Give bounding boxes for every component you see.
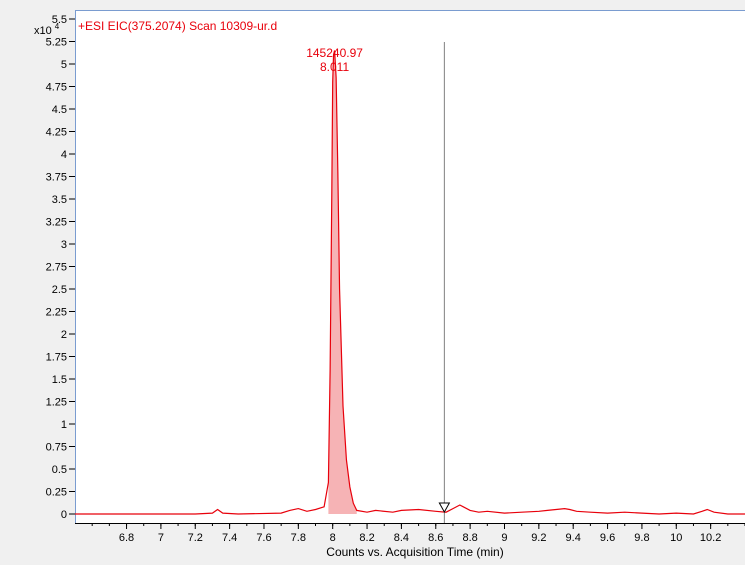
y-tick-label: 3.75 [46, 172, 67, 184]
y-multiplier-exponent: 4 [55, 22, 60, 31]
y-tick-label: 3 [61, 239, 67, 251]
cursor-marker-icon[interactable] [438, 502, 451, 514]
y-tick-label: 3.5 [52, 194, 67, 206]
x-axis: 6.8 7 7.2 7.4 7.6 7.8 8 8.2 8.4 8.6 8.8 9 9.2 9.4 9.6 9… [75, 523, 745, 544]
cursor-group[interactable] [438, 42, 451, 523]
y-axis: 0 0.25 0.5 0.75 1 1.25 1.5 1.75 2 2.25 2.5 2.75 3 3.2… [46, 14, 75, 521]
x-tick-label: 10 [670, 532, 682, 544]
peak-area-label: 145240.97 [306, 46, 363, 60]
x-axis-title: Counts vs. Acquisition Time (min) [326, 545, 503, 559]
y-tick-label: 4.75 [46, 82, 67, 94]
y-tick-label: 2 [61, 329, 67, 341]
peak-fill-area [328, 50, 357, 514]
y-multiplier-base: x10 [34, 25, 52, 37]
x-tick-label: 7.2 [188, 532, 203, 544]
y-tick-label: 5.5 [52, 14, 67, 26]
y-multiplier-label: x10 4 [34, 22, 60, 37]
x-tick-label: 7.6 [256, 532, 271, 544]
y-tick-label: 4.5 [52, 104, 67, 116]
y-tick-label: 5.25 [46, 37, 67, 49]
y-tick-label: 1.25 [46, 397, 67, 409]
y-tick-label: 1 [61, 419, 67, 431]
y-tick-label: 5 [61, 59, 67, 71]
series-group [75, 50, 745, 515]
y-tick-label: 2.25 [46, 307, 67, 319]
y-tick-label: 0.5 [52, 464, 67, 476]
plot-area [75, 10, 745, 523]
annotation-group: 145240.978.011 [306, 46, 363, 74]
x-tick-label: 7.4 [222, 532, 237, 544]
series-line [75, 50, 745, 515]
x-tick-label: 9 [501, 532, 507, 544]
y-tick-label: 0 [61, 509, 67, 521]
x-tick-label: 9.4 [566, 532, 581, 544]
x-tick-label: 9.6 [600, 532, 615, 544]
x-tick-label: 7 [158, 532, 164, 544]
peak-rt-label: 8.011 [320, 60, 349, 74]
y-tick-label: 1.75 [46, 352, 67, 364]
x-tick-label: 8 [330, 532, 336, 544]
chart-title: +ESI EIC(375.2074) Scan 10309-ur.d [78, 19, 277, 33]
y-tick-label: 0.25 [46, 487, 67, 499]
y-tick-label: 2.75 [46, 262, 67, 274]
x-tick-label: 6.8 [119, 532, 134, 544]
x-tick-label: 8.6 [428, 532, 443, 544]
x-tick-label: 9.2 [531, 532, 546, 544]
x-tick-label: 8.4 [394, 532, 409, 544]
y-tick-label: 4 [61, 149, 67, 161]
x-tick-label: 7.8 [291, 532, 306, 544]
y-tick-label: 0.75 [46, 442, 67, 454]
y-tick-label: 3.25 [46, 217, 67, 229]
x-tick-label: 8.8 [462, 532, 477, 544]
y-tick-label: 4.25 [46, 127, 67, 139]
x-tick-label: 9.8 [634, 532, 649, 544]
x-tick-label: 8.2 [359, 532, 374, 544]
y-tick-label: 2.5 [52, 284, 67, 296]
y-tick-label: 1.5 [52, 374, 67, 386]
x-tick-label: 10.2 [700, 532, 721, 544]
